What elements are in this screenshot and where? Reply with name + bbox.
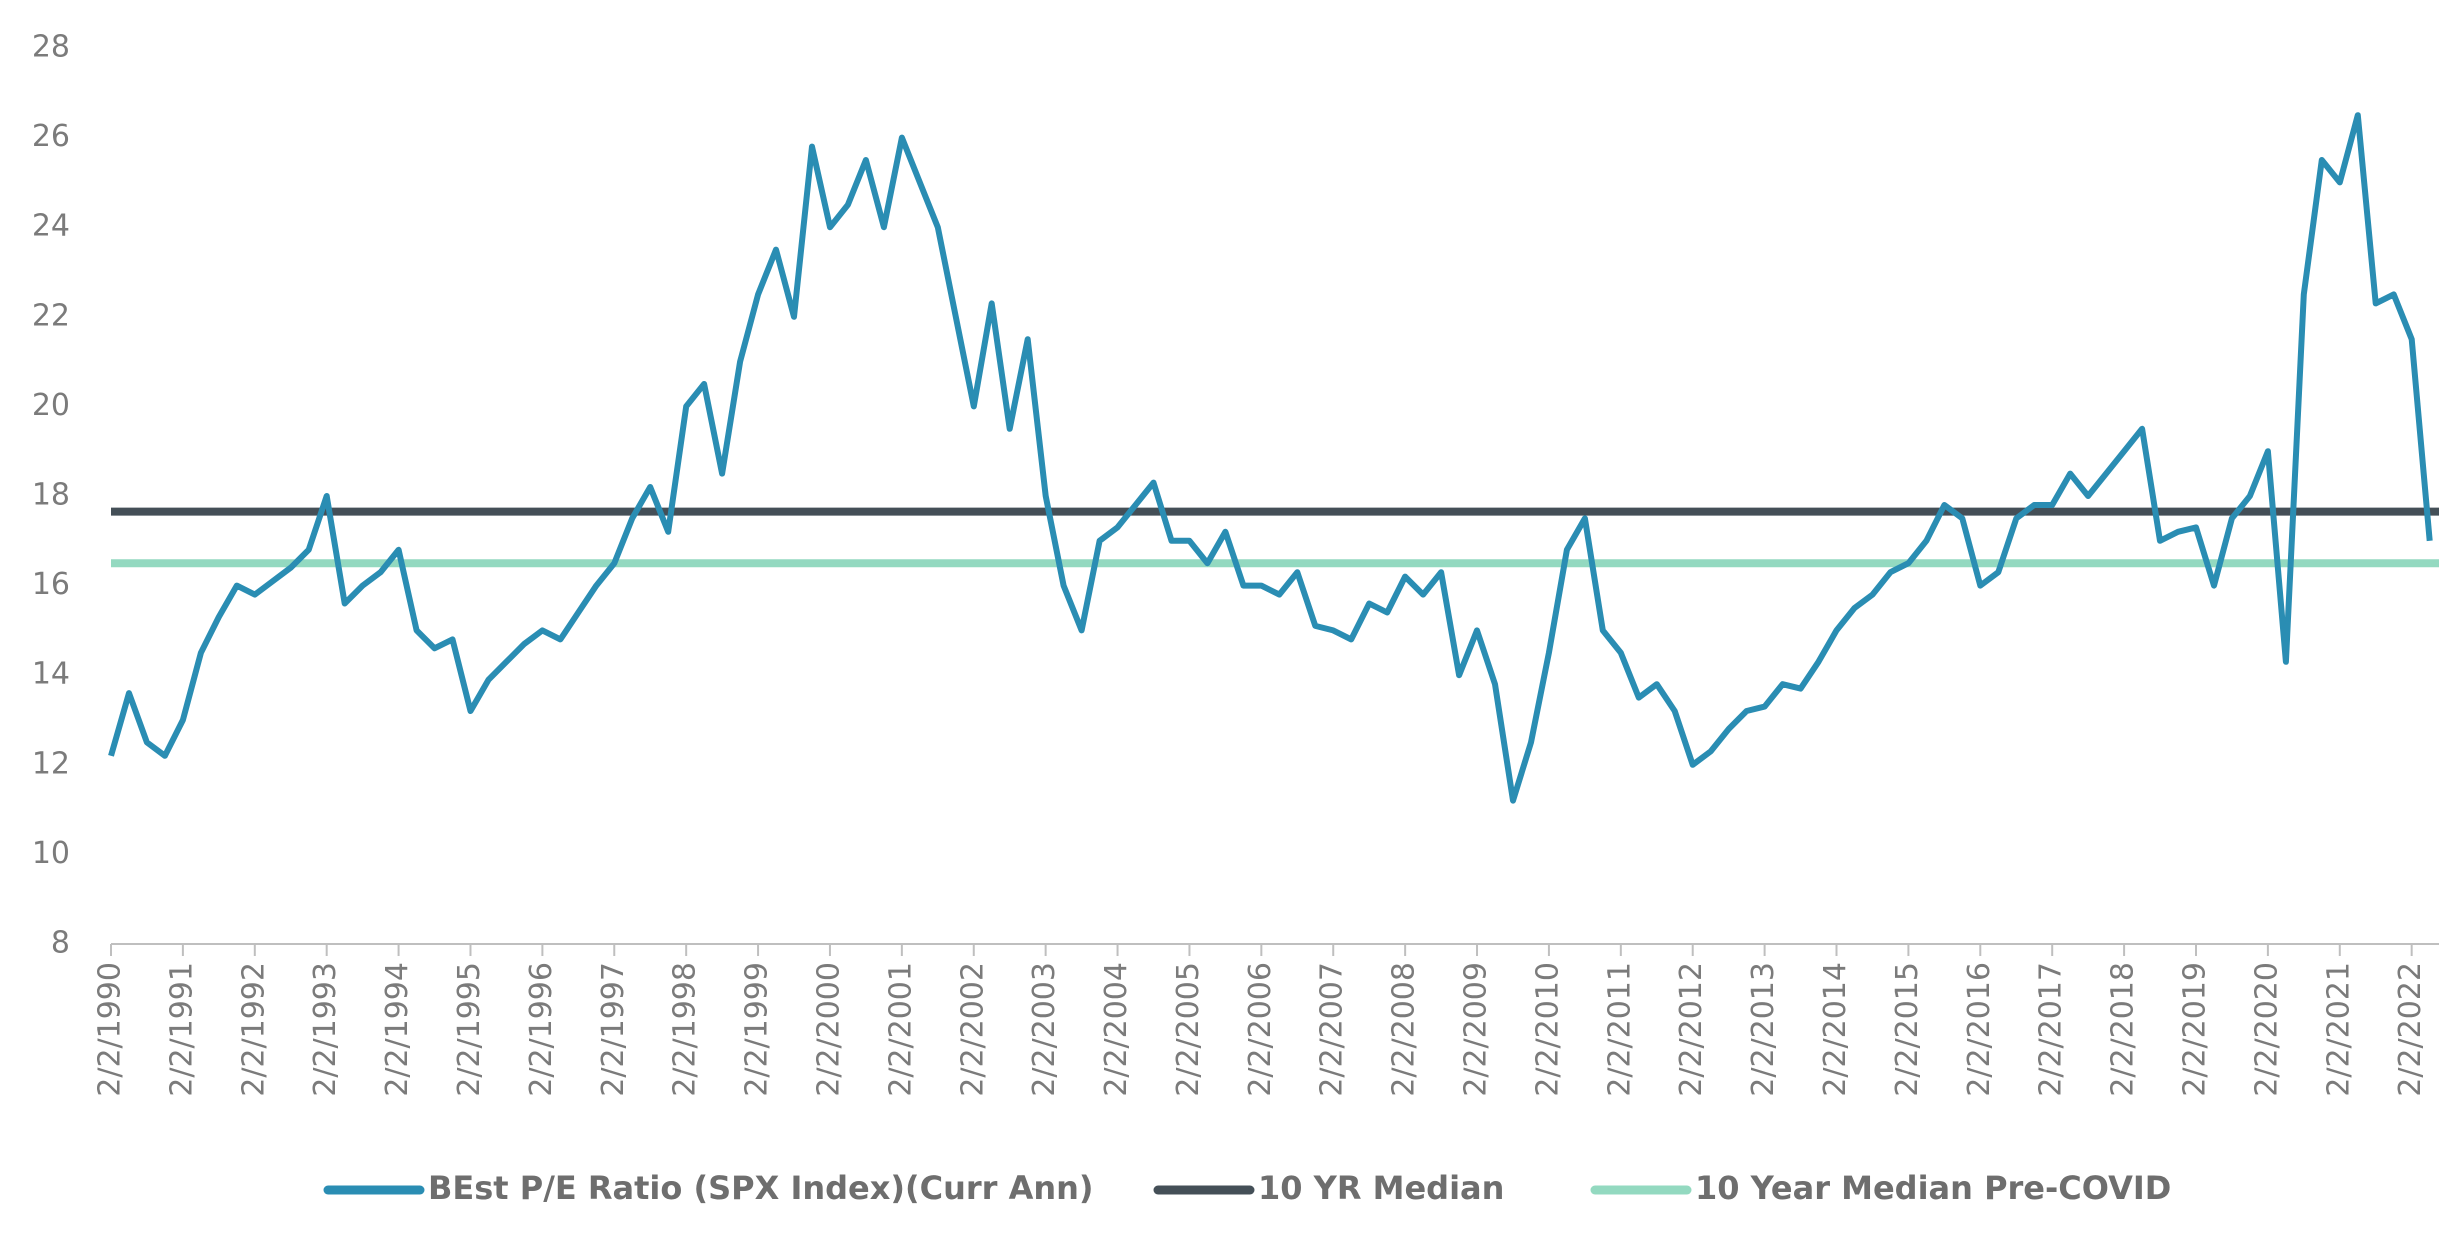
- x-tick-label: 2/2/2001: [883, 962, 918, 1097]
- y-tick-label: 22: [32, 298, 70, 333]
- y-tick-label: 10: [32, 836, 70, 871]
- y-tick-label: 18: [32, 478, 70, 513]
- x-tick-label: 2/2/2011: [1602, 962, 1637, 1097]
- x-tick-label: 2/2/2019: [2177, 962, 2212, 1097]
- y-tick-label: 16: [32, 567, 70, 602]
- x-tick-label: 2/2/2003: [1027, 962, 1062, 1097]
- x-tick-label: 2/2/2012: [1674, 962, 1709, 1097]
- x-tick-label: 2/2/1999: [740, 962, 775, 1097]
- x-tick-label: 2/2/2022: [2393, 962, 2428, 1097]
- x-tick-label: 2/2/2013: [1746, 962, 1781, 1097]
- x-tick-label: 2/2/2015: [1890, 962, 1925, 1097]
- y-tick-label: 20: [32, 388, 70, 423]
- x-tick-label: 2/2/1996: [524, 962, 559, 1097]
- x-tick-label: 2/2/2004: [1099, 962, 1134, 1097]
- x-tick-label: 2/2/2009: [1459, 962, 1494, 1097]
- x-tick-label: 2/2/2016: [1962, 962, 1997, 1097]
- x-tick-label: 2/2/2008: [1387, 962, 1422, 1097]
- y-tick-label: 26: [32, 119, 70, 154]
- x-tick-label: 2/2/2002: [955, 962, 990, 1097]
- x-tick-label: 2/2/1991: [164, 962, 199, 1097]
- data-line: [108, 112, 2433, 804]
- x-tick-label: 2/2/1990: [93, 962, 128, 1097]
- x-tick-label: 2/2/1992: [236, 962, 271, 1097]
- x-tick-label: 2/2/2000: [811, 962, 846, 1097]
- legend-label: BEst P/E Ratio (SPX Index)(Curr Ann): [428, 1169, 1094, 1207]
- legend-label: 10 YR Median: [1258, 1169, 1504, 1207]
- x-tick-label: 2/2/2006: [1243, 962, 1278, 1097]
- x-tick-label: 2/2/2007: [1315, 962, 1350, 1097]
- x-tick-label: 2/2/2014: [1818, 962, 1853, 1097]
- x-tick-label: 2/2/1997: [596, 962, 631, 1097]
- y-tick-label: 14: [32, 657, 70, 692]
- x-tick-label: 2/2/2017: [2034, 962, 2069, 1097]
- x-tick-label: 2/2/2018: [2106, 962, 2141, 1097]
- legend-label: 10 Year Median Pre-COVID: [1695, 1169, 2171, 1207]
- x-tick-label: 2/2/1995: [452, 962, 487, 1097]
- y-tick-label: 24: [32, 209, 70, 244]
- x-tick-label: 2/2/1993: [308, 962, 343, 1097]
- y-tick-label: 8: [51, 926, 70, 961]
- x-tick-label: 2/2/2005: [1171, 962, 1206, 1097]
- y-tick-label: 28: [32, 30, 70, 65]
- x-tick-label: 2/2/1994: [380, 962, 415, 1097]
- x-tick-label: 2/2/2020: [2249, 962, 2284, 1097]
- x-tick-label: 2/2/2021: [2321, 962, 2356, 1097]
- x-tick-label: 2/2/1998: [668, 962, 703, 1097]
- x-tick-label: 2/2/2010: [1530, 962, 1565, 1097]
- y-tick-label: 12: [32, 746, 70, 781]
